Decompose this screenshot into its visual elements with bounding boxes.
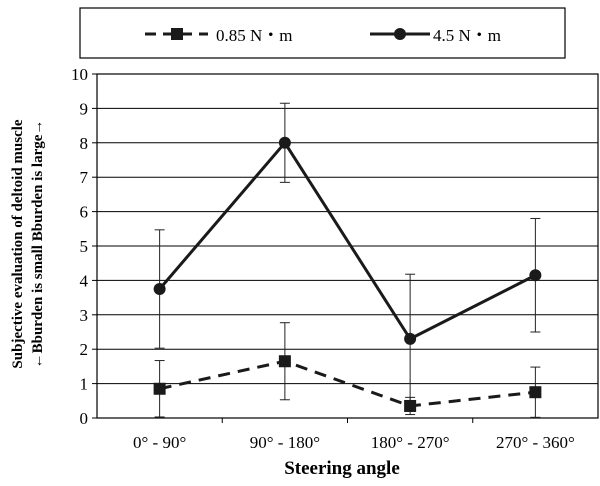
y-tick-label: 6 [80, 203, 89, 222]
data-point-circle [404, 332, 417, 345]
gridlines [97, 107, 598, 385]
data-point-square [529, 386, 542, 399]
y-tick-label: 0 [80, 409, 89, 428]
y-tick-label: 4 [80, 271, 89, 290]
legend-marker-square [171, 28, 183, 40]
data-point-circle [278, 136, 291, 149]
series-line-0 [159, 359, 536, 408]
x-tick-label: 180° - 270° [371, 433, 450, 452]
legend-box [79, 7, 566, 59]
data-point-circle [153, 283, 166, 295]
x-tick-label: 270° - 360° [496, 433, 575, 452]
legend-label-0: 0.85 N・m [216, 26, 293, 45]
x-axis-ticks: 0° - 90° 90° - 180° 180° - 270° 270° - 360° [133, 418, 575, 452]
y-tick-label: 9 [80, 99, 89, 118]
data-point-square [153, 382, 166, 395]
series-line-1 [158, 141, 537, 341]
data-point-square [404, 399, 417, 412]
y-axis-title-line-2: ←Bburden is small Bburden is large→ [30, 120, 46, 369]
y-tick-label: 8 [80, 134, 89, 153]
data-point-circle [529, 269, 542, 282]
series-lines [158, 141, 537, 408]
legend: 0.85 N・m 4.5 N・m [79, 7, 566, 59]
y-tick-label: 1 [80, 375, 89, 394]
y-tick-label: 5 [80, 237, 89, 256]
x-tick-label: 90° - 180° [250, 433, 320, 452]
y-tick-label: 7 [80, 168, 89, 187]
x-tick-label: 0° - 90° [133, 433, 186, 452]
y-tick-label: 3 [80, 306, 89, 325]
series-markers [153, 136, 542, 412]
y-tick-label: 2 [80, 340, 89, 359]
error-bars [154, 102, 541, 418]
legend-marker-circle [394, 28, 406, 40]
x-axis-title: Steering angle [284, 458, 400, 479]
y-axis-title-line-1: Subjective evaluation of deltoid muscle [10, 119, 26, 368]
y-tick-label: 10 [71, 65, 88, 84]
data-point-square [278, 355, 291, 368]
legend-label-1: 4.5 N・m [433, 26, 501, 45]
y-axis-ticks: 0 1 2 3 4 5 6 7 8 9 10 [71, 65, 97, 428]
